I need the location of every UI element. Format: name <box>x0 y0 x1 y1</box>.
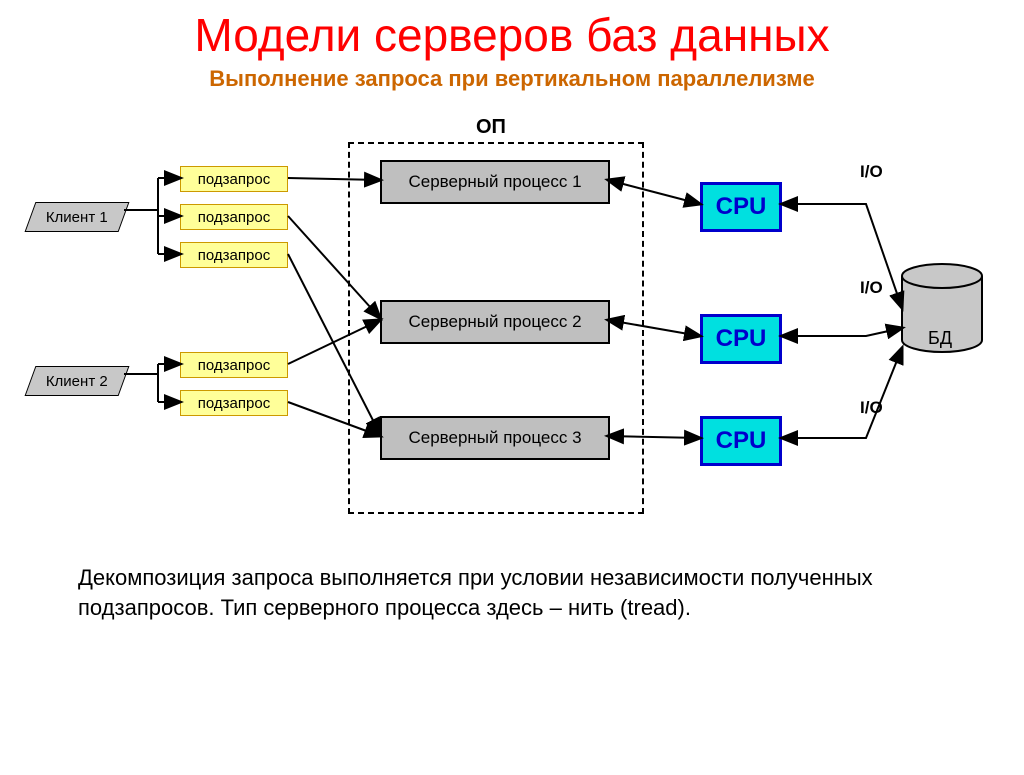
subquery-5: подзапрос <box>180 390 288 416</box>
page-title: Модели серверов баз данных <box>0 8 1024 62</box>
io-label-1: I/O <box>860 162 883 182</box>
client-2: Клиент 2 <box>25 366 130 396</box>
subquery-2: подзапрос <box>180 204 288 230</box>
cpu-3: CPU <box>700 416 782 466</box>
cpu-2: CPU <box>700 314 782 364</box>
server-process-3: Серверный процесс 3 <box>380 416 610 460</box>
io-label-3: I/O <box>860 398 883 418</box>
client-1: Клиент 1 <box>25 202 130 232</box>
page-subtitle: Выполнение запроса при вертикальном пара… <box>0 66 1024 92</box>
server-process-2: Серверный процесс 2 <box>380 300 610 344</box>
subquery-1: подзапрос <box>180 166 288 192</box>
server-process-1: Серверный процесс 1 <box>380 160 610 204</box>
subquery-3: подзапрос <box>180 242 288 268</box>
op-label: ОП <box>476 116 506 139</box>
cpu-1: CPU <box>700 182 782 232</box>
subquery-4: подзапрос <box>180 352 288 378</box>
footer-text: Декомпозиция запроса выполняется при усл… <box>78 563 948 622</box>
client-label: Клиент 1 <box>46 209 108 226</box>
io-label-2: I/O <box>860 278 883 298</box>
client-label: Клиент 2 <box>46 373 108 390</box>
db-label: БД <box>928 328 952 349</box>
